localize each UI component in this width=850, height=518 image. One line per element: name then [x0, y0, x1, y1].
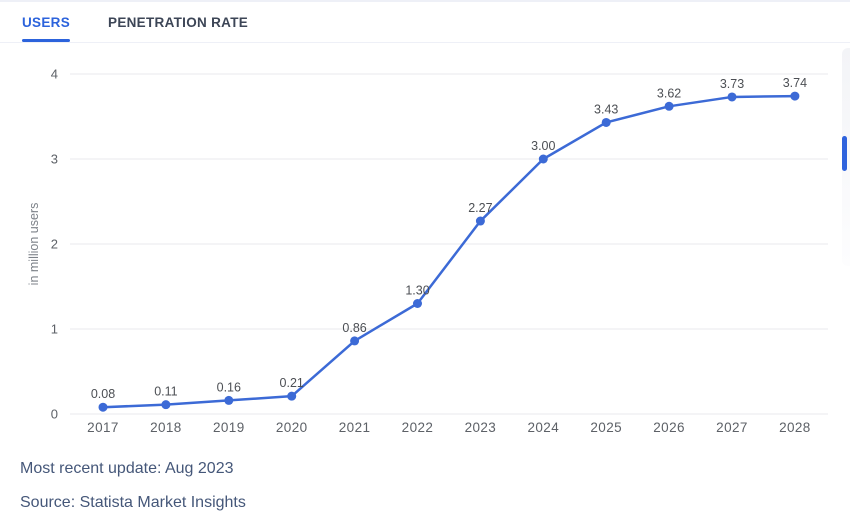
last-update-text: Most recent update: Aug 2023: [20, 460, 234, 477]
data-point[interactable]: [790, 91, 800, 101]
chart-footer: Most recent update: Aug 2023 Source: Sta…: [20, 460, 246, 512]
trend-line: [101, 94, 797, 409]
y-tick-label: 1: [51, 322, 58, 337]
x-tick-label: 2020: [276, 420, 308, 435]
data-point-label: 3.43: [594, 102, 618, 116]
users-line-chart: 0 1 2 3 4 in million users 2017 2018 2019 2020 202…: [27, 67, 828, 435]
data-point[interactable]: [350, 336, 360, 346]
y-tick-label: 4: [51, 67, 58, 82]
data-point[interactable]: [475, 216, 485, 226]
data-point-label: 0.08: [91, 387, 115, 401]
scrollbar-thumb[interactable]: [842, 136, 847, 171]
data-point[interactable]: [538, 154, 548, 164]
data-point-label: 0.86: [342, 321, 366, 335]
y-tick-label: 0: [51, 407, 58, 422]
x-tick-label: 2017: [87, 420, 119, 435]
data-point-label: 0.11: [154, 385, 177, 399]
data-point[interactable]: [413, 299, 422, 308]
data-point-label: 0.16: [217, 380, 241, 394]
tab-users[interactable]: USERS: [22, 2, 71, 42]
y-tick-label: 2: [51, 237, 58, 252]
data-point-label: 3.62: [657, 86, 681, 100]
data-point[interactable]: [98, 402, 108, 412]
data-point-label: 2.27: [468, 201, 492, 215]
data-point-label: 3.00: [531, 139, 555, 153]
data-point-label: 1.30: [405, 284, 429, 298]
x-tick-label: 2024: [527, 420, 559, 435]
x-tick-label: 2025: [590, 420, 622, 435]
x-tick-label: 2022: [402, 420, 434, 435]
x-tick-label: 2019: [213, 420, 245, 435]
data-point[interactable]: [664, 101, 674, 111]
data-point[interactable]: [161, 400, 171, 410]
source-text: Source: Statista Market Insights: [20, 494, 246, 511]
data-point[interactable]: [224, 395, 234, 405]
data-point-label: 3.73: [720, 77, 744, 91]
scrollbar-track[interactable]: [842, 48, 850, 266]
x-tick-label: 2018: [150, 420, 182, 435]
data-point-label: 0.21: [280, 376, 304, 390]
tab-penetration-rate[interactable]: PENETRATION RATE: [108, 14, 249, 30]
data-point[interactable]: [287, 391, 297, 401]
data-point[interactable]: [601, 117, 611, 127]
data-point[interactable]: [727, 92, 737, 102]
x-tick-label: 2023: [465, 420, 497, 435]
x-tick-label: 2021: [339, 420, 371, 435]
y-tick-label: 3: [51, 152, 58, 167]
x-tick-label: 2028: [779, 420, 811, 435]
x-tick-label: 2027: [716, 420, 748, 435]
data-point-label: 3.74: [783, 76, 807, 90]
tab-bar: USERS PENETRATION RATE: [0, 2, 850, 43]
y-axis-title: in million users: [27, 203, 41, 286]
x-tick-label: 2026: [653, 420, 685, 435]
